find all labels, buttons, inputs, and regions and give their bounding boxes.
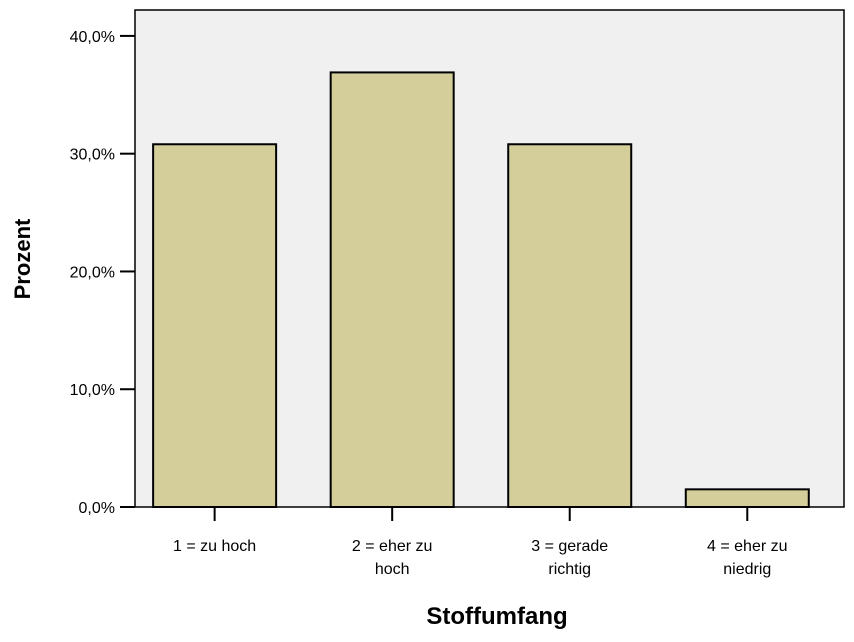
bars <box>152 71 810 509</box>
y-tick-label: 30,0% <box>70 147 115 164</box>
bar <box>152 143 278 509</box>
x-axis: 1 = zu hoch 2 = eher zu hoch 3 = gerade rich… <box>173 507 788 578</box>
y-tick-label: 10,0% <box>70 382 115 399</box>
y-axis-title: Prozent <box>10 218 35 299</box>
y-tick-label: 40,0% <box>70 29 115 46</box>
x-tick-label: 2 = eher zu hoch <box>352 538 433 578</box>
bar <box>684 488 810 509</box>
y-tick-label: 0,0% <box>79 500 115 517</box>
x-tick-label: 1 = zu hoch <box>173 538 256 555</box>
y-axis: 0,0% 10,0% 20,0% 30,0% 40,0% <box>70 29 135 517</box>
bar <box>329 71 455 508</box>
y-tick-label: 20,0% <box>70 264 115 281</box>
x-axis-title: Stoffumfang <box>426 603 567 630</box>
x-tick-label: 3 = gerade richtig <box>531 538 608 578</box>
x-tick-label: 4 = eher zu niedrig <box>707 538 788 578</box>
bar <box>507 143 633 509</box>
